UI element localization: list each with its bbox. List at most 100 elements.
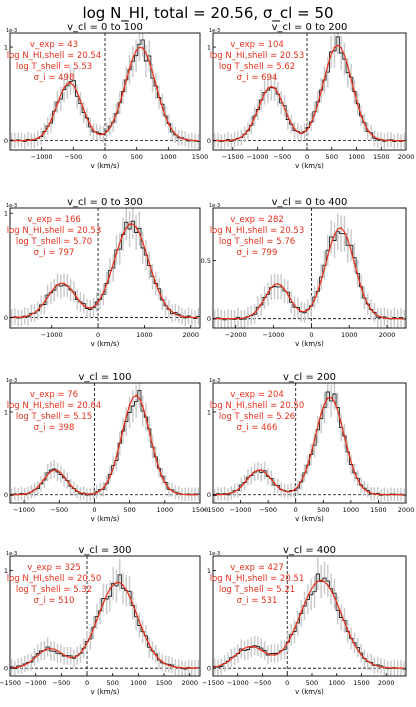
x-tick-label: 2000 (398, 153, 415, 161)
model-point (167, 123, 170, 126)
model-point (95, 619, 98, 622)
model-point (360, 114, 362, 117)
model-point (293, 304, 296, 307)
x-tick-label: −1500 (202, 679, 224, 687)
x-tick-label: 0 (294, 506, 298, 514)
model-point (293, 127, 296, 130)
x-axis-label: v (km/s) (91, 340, 120, 348)
model-point (89, 493, 92, 495)
model-point (135, 611, 138, 614)
model-point (194, 139, 196, 142)
x-tick-label: 1500 (156, 679, 173, 687)
annotation-text: σ_i = 398 (34, 423, 75, 433)
x-tick-label: 1000 (341, 331, 358, 339)
y-tick-label: 0 (4, 491, 8, 499)
model-point (227, 317, 229, 320)
panel-title: v_cl = 100 (78, 372, 131, 383)
model-point (273, 482, 276, 485)
annotation-text: log T_shell = 5.70 (16, 237, 92, 247)
x-tick-label: 0 (103, 153, 107, 161)
model-point (313, 583, 316, 586)
y-tick-label: 0 (207, 665, 211, 673)
model-point (300, 480, 303, 483)
model-point (247, 129, 249, 132)
model-point (286, 490, 289, 493)
annotation-text: v_exp = 204 (230, 390, 284, 400)
model-point (346, 65, 349, 67)
model-point (340, 227, 343, 229)
model-point (353, 471, 356, 473)
model-point (161, 106, 164, 109)
x-tick-label: 2000 (378, 679, 395, 687)
model-point (174, 491, 177, 494)
model-point (400, 667, 402, 670)
model-point (333, 400, 336, 403)
model-point (187, 667, 190, 669)
model-point (30, 660, 33, 662)
x-axis-label: v (km/s) (295, 515, 324, 523)
model-point (253, 470, 256, 473)
model-point (220, 493, 223, 496)
model-point (247, 477, 249, 480)
model-point (393, 493, 396, 496)
model-point (320, 579, 323, 582)
panel-title: v_cl = 0 to 400 (272, 197, 348, 208)
model-point (253, 646, 256, 648)
x-tick-label: −1500 (0, 679, 21, 687)
model-point (353, 262, 356, 265)
model-point (366, 303, 369, 306)
x-tick-label: 0 (85, 679, 89, 687)
model-point (174, 313, 177, 315)
model-point (320, 279, 323, 282)
model-point (30, 491, 33, 493)
model-point (115, 112, 118, 115)
model-point (161, 660, 164, 663)
model-point (36, 654, 39, 657)
panel-3: v_cl = 0 to 300 1e-3 −1000 0 1000 2000 0 1 v (km… (4, 197, 201, 348)
x-tick-label: −500 (259, 506, 277, 514)
model-point (122, 584, 124, 587)
axis-exponent: 1e-3 (6, 203, 17, 209)
model-point (76, 490, 79, 493)
x-tick-label: 500 (317, 506, 329, 514)
annotation-text: log N_HI,shell = 20.50 (210, 401, 305, 411)
model-point (306, 595, 309, 597)
panel-2: v_cl = 0 to 200 1e-3 −1500 −1000 −500 0 500 100… (207, 22, 414, 170)
model-point (267, 291, 269, 294)
x-tick-label: −500 (50, 506, 68, 514)
model-point (386, 493, 389, 496)
annotation-text: v_exp = 427 (230, 563, 284, 573)
model-point (161, 298, 164, 300)
model-point (386, 666, 389, 669)
annotation-text: log N_HI,shell = 20.51 (210, 574, 305, 584)
x-tick-label: −1000 (247, 153, 269, 161)
model-point (380, 316, 382, 318)
model-point (82, 492, 85, 495)
model-point (187, 139, 190, 141)
model-point (167, 308, 170, 310)
model-point (187, 316, 190, 319)
model-point (115, 455, 118, 458)
model-point (181, 493, 183, 496)
annotation-text: σ_i = 466 (237, 423, 278, 433)
model-point (102, 602, 105, 604)
axis-exponent: 1e-3 (209, 203, 220, 209)
x-tick-label: 1000 (130, 679, 147, 687)
x-tick-label: 500 (306, 679, 318, 687)
model-point (17, 666, 20, 668)
y-tick-label: 1 (4, 567, 8, 575)
model-point (326, 584, 329, 587)
model-point (267, 652, 269, 655)
model-point (181, 137, 183, 140)
model-point (286, 293, 289, 296)
x-tick-label: −1000 (13, 506, 35, 514)
model-point (17, 316, 20, 319)
model-line (11, 46, 199, 142)
annotation-text: v_exp = 76 (30, 390, 78, 400)
model-line (11, 223, 199, 319)
y-tick-label: 1 (4, 210, 8, 218)
annotation-text: log N_HI,shell = 20.53 (7, 226, 102, 236)
model-point (50, 470, 52, 473)
model-point (280, 99, 283, 101)
model-point (400, 139, 402, 142)
